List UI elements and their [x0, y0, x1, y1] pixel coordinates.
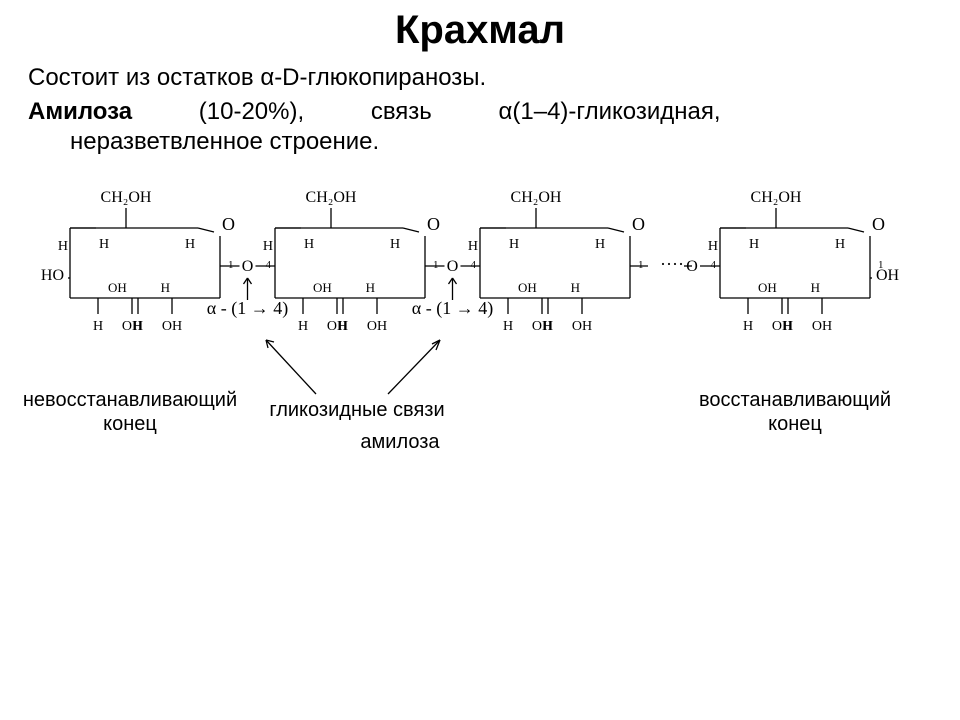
- svg-text:HO: HO: [41, 267, 64, 284]
- svg-text:H: H: [133, 319, 143, 334]
- svg-text:O: O: [242, 258, 254, 275]
- svg-text:O: O: [222, 214, 235, 234]
- caption-glycosidic-bonds: гликозидные связи: [252, 398, 462, 422]
- svg-text:4: 4: [711, 259, 717, 271]
- svg-text:4: 4: [266, 259, 272, 271]
- svg-text:1: 1: [433, 259, 439, 271]
- svg-text:H: H: [595, 237, 605, 252]
- svg-text:O: O: [872, 214, 885, 234]
- amylose-bond-spec: (1–4)-гликозидная,: [512, 98, 720, 125]
- svg-text:H: H: [161, 280, 170, 295]
- svg-text:H: H: [783, 319, 793, 334]
- svg-text:OH: OH: [518, 280, 537, 295]
- svg-text:H: H: [835, 237, 845, 252]
- svg-text:H: H: [468, 239, 478, 254]
- svg-text:CH₂OH: CH₂OH: [751, 189, 802, 206]
- svg-text:OH: OH: [313, 280, 332, 295]
- svg-text:α - (1 → 4): α - (1 → 4): [412, 298, 493, 319]
- svg-text:H: H: [811, 280, 820, 295]
- page-title: Крахмал: [0, 8, 960, 53]
- svg-text:H: H: [509, 237, 519, 252]
- svg-text:H: H: [99, 237, 109, 252]
- amylose-line: Амилоза (10-20%), связь α(1–4)-гликозидн…: [28, 98, 940, 126]
- svg-text:H: H: [390, 237, 400, 252]
- svg-text:H: H: [366, 280, 375, 295]
- svg-text:O: O: [447, 258, 459, 275]
- svg-text:CH₂OH: CH₂OH: [511, 189, 562, 206]
- svg-text:····: ····: [660, 254, 684, 274]
- svg-text:1: 1: [878, 259, 884, 271]
- svg-text:OH: OH: [162, 319, 182, 334]
- alpha-1: α: [260, 64, 274, 91]
- svg-text:H: H: [708, 239, 718, 254]
- caption-nonreducing-end: невосстанавливающийконец: [20, 388, 240, 436]
- svg-text:H: H: [543, 319, 553, 334]
- caption-reducing-end: восстанавливающийконец: [680, 388, 910, 436]
- svg-text:CH₂OH: CH₂OH: [306, 189, 357, 206]
- amylose-word: Амилоза: [28, 98, 132, 125]
- amylose-bond-word: связь: [371, 98, 432, 125]
- svg-text:H: H: [298, 319, 308, 334]
- svg-text:H: H: [749, 237, 759, 252]
- svg-text:H: H: [58, 239, 68, 254]
- intro-part-b: -D-глюкопиранозы.: [274, 64, 486, 91]
- svg-text:H: H: [304, 237, 314, 252]
- caption-amylose: амилоза: [330, 430, 470, 454]
- chem-structure-svg: OCH₂OHHHOHHHOHOHHOHH1OCH₂OHH4HHHOHOHHOHH…: [0, 170, 960, 510]
- svg-text:O: O: [427, 214, 440, 234]
- svg-text:O: O: [632, 214, 645, 234]
- intro-part-a: Состоит из остатков: [28, 64, 260, 91]
- intro-line-3: неразветвленное строение.: [70, 128, 379, 156]
- intro-line: Состоит из остатков α-D-глюкопиранозы.: [28, 64, 486, 92]
- svg-text:1: 1: [638, 259, 644, 271]
- svg-text:OH: OH: [812, 319, 832, 334]
- amylose-pct: (10-20%),: [199, 98, 304, 125]
- amylose-diagram: OCH₂OHHHOHHHOHOHHOHH1OCH₂OHH4HHHOHOHHOHH…: [0, 170, 960, 510]
- svg-text:CH₂OH: CH₂OH: [101, 189, 152, 206]
- svg-text:H: H: [93, 319, 103, 334]
- svg-text:OH: OH: [108, 280, 127, 295]
- svg-text:1: 1: [228, 259, 234, 271]
- alpha-2: α: [499, 98, 513, 125]
- svg-text:H: H: [503, 319, 513, 334]
- svg-text:α - (1 → 4): α - (1 → 4): [207, 298, 288, 319]
- svg-text:H: H: [743, 319, 753, 334]
- svg-text:OH: OH: [758, 280, 777, 295]
- svg-text:H: H: [263, 239, 273, 254]
- svg-text:OH: OH: [367, 319, 387, 334]
- svg-text:H: H: [185, 237, 195, 252]
- svg-text:H: H: [571, 280, 580, 295]
- svg-text:OH: OH: [572, 319, 592, 334]
- svg-text:H: H: [338, 319, 348, 334]
- svg-text:4: 4: [471, 259, 477, 271]
